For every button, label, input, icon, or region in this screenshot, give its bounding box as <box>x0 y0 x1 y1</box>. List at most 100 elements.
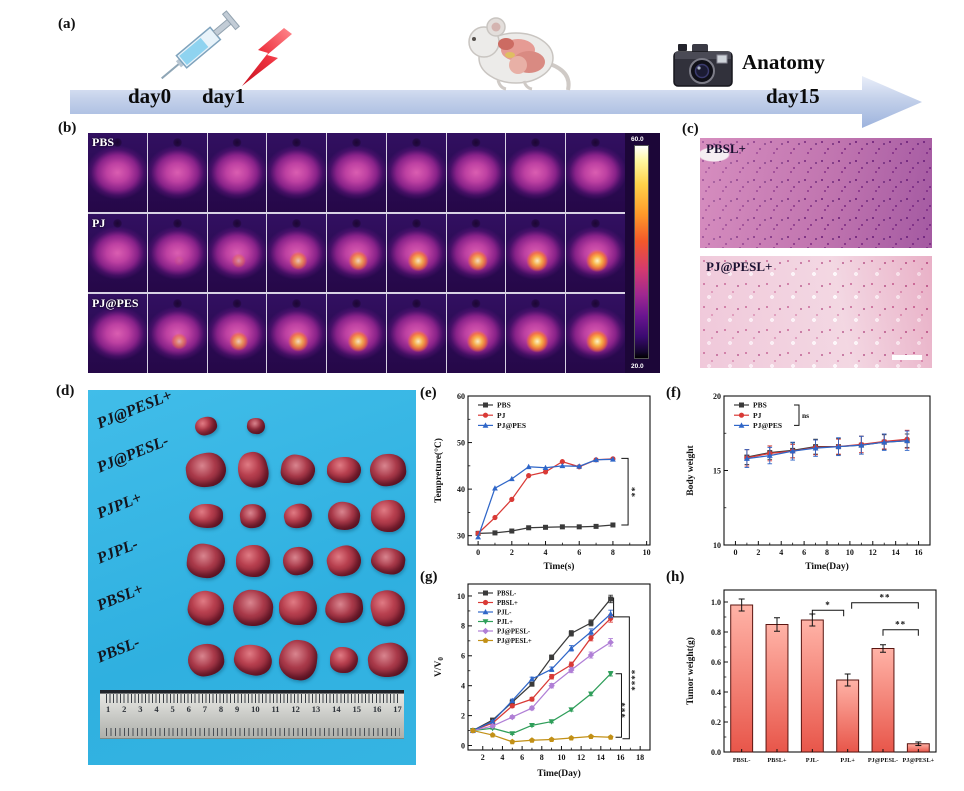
tumor-blob <box>231 641 275 679</box>
thermal-cell <box>506 133 566 212</box>
timeline-arrow <box>70 76 922 128</box>
svg-text:PBSL+: PBSL+ <box>767 757 786 764</box>
tumor-group-label: PJPL- <box>94 535 141 568</box>
svg-text:*: * <box>825 600 831 610</box>
tumor-blob <box>326 499 362 533</box>
svg-text:PJ: PJ <box>497 411 506 420</box>
svg-text:0.6: 0.6 <box>711 658 721 667</box>
svg-text:12: 12 <box>577 753 585 762</box>
tumor-blob <box>184 587 228 629</box>
svg-text:4: 4 <box>544 548 548 557</box>
tumor-group-label: PBSL+ <box>94 580 146 615</box>
svg-text:Body weight: Body weight <box>686 444 696 495</box>
thermal-cell <box>267 213 327 293</box>
histology-image-pbsl: PBSL+ <box>700 138 932 248</box>
svg-text:****: **** <box>630 669 640 691</box>
chart-tumor-weight: 0.0 0.2 0.4 0.6 0.8 1.0 Tumor weight(g) PBSL- PB… <box>685 589 937 764</box>
svg-text:2: 2 <box>756 548 760 557</box>
panel-a-label: (a) <box>58 16 76 32</box>
tumor-group-label: PJ@PESL+ <box>94 390 175 433</box>
svg-text:16: 16 <box>616 753 624 762</box>
ruler-ticks <box>106 694 400 703</box>
svg-text:4: 4 <box>461 681 465 690</box>
svg-text:Time(Day): Time(Day) <box>537 768 581 779</box>
svg-text:10: 10 <box>846 548 854 557</box>
chart-bodyweight: 0 2 4 6 8 10 12 14 16 10 15 20 Time(Day) Body weight P… <box>686 392 931 572</box>
svg-text:V/V0: V/V0 <box>434 657 445 677</box>
syringe-icon <box>152 5 248 94</box>
tumor-blob <box>279 452 317 488</box>
ruler-number: 5 <box>170 704 175 714</box>
thermal-cell <box>207 133 267 212</box>
svg-text:0.2: 0.2 <box>711 718 721 727</box>
camera-icon <box>673 44 733 87</box>
svg-text:PJL-: PJL- <box>806 757 819 764</box>
svg-text:0.8: 0.8 <box>711 628 721 637</box>
tumor-blob <box>281 500 315 532</box>
svg-text:14: 14 <box>597 753 605 762</box>
thermal-cell <box>446 213 506 293</box>
tumor-blob <box>238 502 268 530</box>
thermal-cell: PJ <box>88 213 147 293</box>
day0-label: day0 <box>128 84 172 108</box>
svg-text:PJ: PJ <box>753 411 762 420</box>
ruler-number: 12 <box>291 704 300 714</box>
thermal-cell <box>327 133 386 212</box>
thermal-row-label: PJ <box>92 215 106 230</box>
thermal-cell: PJ@PES <box>88 294 147 373</box>
ruler-number: 15 <box>352 704 362 714</box>
svg-text:Tumor weight(g): Tumor weight(g) <box>685 637 696 705</box>
ruler-numbers: 1 2 3 4 5 6 7 8 9 10 11 12 13 14 15 16 17 <box>106 704 402 714</box>
tumor-blob <box>188 503 224 529</box>
tumor-blob <box>329 646 359 674</box>
tumor-blob <box>366 586 410 630</box>
svg-text:0: 0 <box>733 548 737 557</box>
svg-text:10: 10 <box>643 548 651 557</box>
svg-text:PJL+: PJL+ <box>840 757 855 764</box>
svg-text:PJL+: PJL+ <box>497 619 513 626</box>
day15-label: day15 <box>766 84 820 108</box>
svg-text:10: 10 <box>713 541 721 550</box>
svg-text:ns: ns <box>802 411 809 420</box>
ruler-ticks <box>106 728 400 736</box>
chart-tumor-volume: 2 4 6 8 10 12 14 16 18 0 2 4 6 8 10 Time(Day) V/V0 PBSL- P… <box>434 583 651 779</box>
histology-label-pjpesl: PJ@PESL+ <box>706 259 773 274</box>
svg-text:0: 0 <box>476 548 480 557</box>
svg-text:PJ@PES: PJ@PES <box>753 421 782 430</box>
tumor-group-label: PJ@PESL- <box>94 432 172 477</box>
panel-c-label: (c) <box>682 121 699 137</box>
ruler-number: 14 <box>332 704 341 714</box>
panel-g-label: (g) <box>420 569 438 585</box>
thermal-cell <box>386 294 446 373</box>
svg-text:PBSL-: PBSL- <box>497 591 517 598</box>
tumor-blob <box>369 545 407 577</box>
thermal-colorbar <box>634 145 649 359</box>
tumor-blob <box>185 641 227 679</box>
ruler-number: 10 <box>251 704 260 714</box>
ruler-number: 9 <box>235 704 240 714</box>
mouse-icon <box>468 17 571 91</box>
ruler-number: 2 <box>122 704 127 714</box>
svg-text:PJ@PES: PJ@PES <box>497 421 526 430</box>
thermal-cell <box>566 294 625 373</box>
histology-image-pjpesl: PJ@PESL+ <box>700 256 932 368</box>
svg-text:Time(s): Time(s) <box>544 561 575 572</box>
thermal-row-label: PBS <box>92 135 115 149</box>
tumor-group-label: PBSL- <box>94 634 143 667</box>
svg-text:0: 0 <box>461 741 465 750</box>
ruler-number: 4 <box>154 704 159 714</box>
thermal-cell <box>207 213 267 293</box>
tumor-blob <box>277 638 319 682</box>
tumor-blob <box>368 452 408 488</box>
ruler-number: 16 <box>372 704 382 714</box>
tumor-group-label: PJPL+ <box>94 489 145 523</box>
svg-text:16: 16 <box>915 548 923 557</box>
tumor-blob <box>235 544 271 578</box>
thermal-cell <box>386 133 446 212</box>
thermal-cell: PBS <box>88 133 147 212</box>
svg-text:Time(Day): Time(Day) <box>805 561 849 572</box>
ruler-number: 1 <box>106 704 111 714</box>
thermal-grid: PBS PJ PJ@PES <box>88 133 625 373</box>
thermal-cell <box>386 213 446 293</box>
svg-text:PJ@PESL-: PJ@PESL- <box>497 629 531 636</box>
